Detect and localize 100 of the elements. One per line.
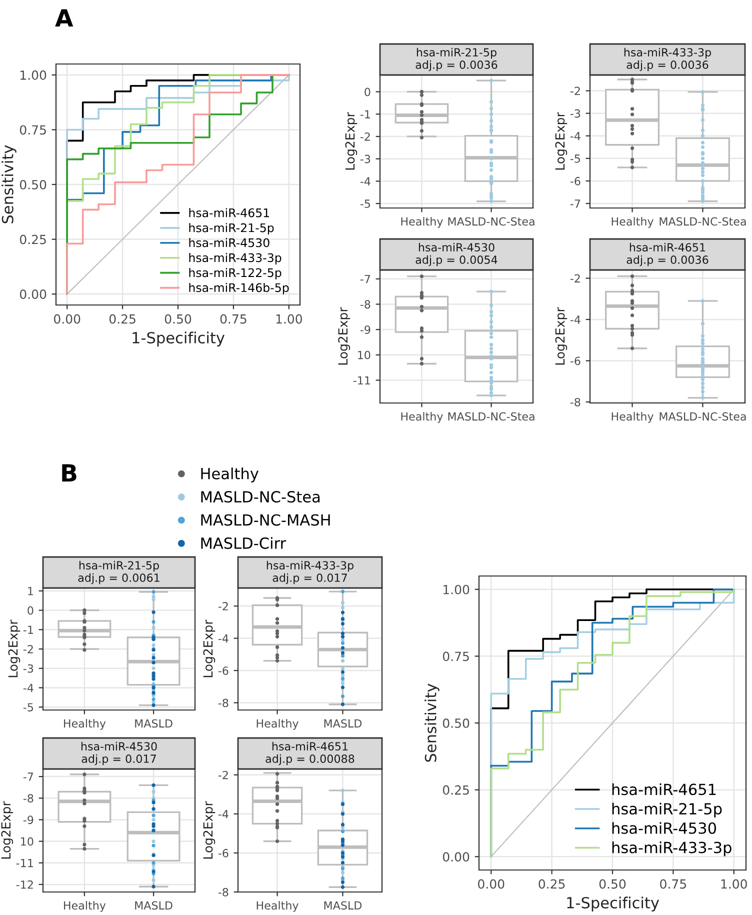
chart-subtitle: adj.p = 0.0036 bbox=[626, 60, 708, 72]
y-tick-label: -6 bbox=[570, 176, 580, 186]
y-tick-label: 0.75 bbox=[20, 125, 46, 135]
y-tick-label: -8 bbox=[570, 398, 580, 406]
chart-title: hsa-miR-4530 bbox=[418, 242, 494, 252]
chart-subtitle: adj.p = 0.00088 bbox=[266, 754, 354, 766]
text: A bbox=[55, 9, 74, 27]
legend-label: hsa-miR-21-5p bbox=[189, 223, 274, 235]
legend-label: hsa-miR-146b-5p bbox=[189, 282, 289, 294]
y-axis-title: Log2Expr bbox=[1, 801, 14, 859]
chart-subtitle: adj.p = 0.017 bbox=[272, 573, 347, 584]
y-tick-label: -2 bbox=[360, 132, 370, 141]
y-tick-label: 10 bbox=[21, 837, 34, 846]
chart-title: hsa-miR-4651 bbox=[630, 242, 706, 252]
x-axis-title: 1-Specificity bbox=[132, 332, 225, 346]
y-tick-label: -4 bbox=[218, 810, 228, 818]
y-tick-label: 0.25 bbox=[442, 785, 469, 795]
chart-subtitle: adj.p = 0.0061 bbox=[78, 573, 160, 584]
y-tick-label: -3 bbox=[360, 154, 370, 164]
x-tick-label: 1.00 bbox=[276, 314, 302, 324]
legend-label: MASLD-NC-Stea bbox=[201, 491, 320, 503]
y-tick-label: 1 bbox=[28, 587, 33, 596]
y-tick-label: -4 bbox=[360, 177, 370, 186]
y-axis-title: Log2Expr bbox=[338, 307, 350, 365]
y-tick-label: -8 bbox=[218, 698, 228, 708]
x-tick-label: MASLD-NC-Stea bbox=[660, 217, 746, 226]
x-tick-label: Healthy bbox=[612, 412, 654, 423]
y-tick-label: -3 bbox=[570, 109, 580, 118]
x-tick-label: MASLD-NC-Stea bbox=[448, 412, 534, 421]
text: B bbox=[62, 464, 76, 482]
y-tick-label: 10 bbox=[358, 350, 370, 360]
y-axis-title: Sensitivity bbox=[2, 145, 16, 224]
y-axis-title: Log2Expr bbox=[345, 112, 358, 170]
x-tick-label: 0.50 bbox=[599, 879, 626, 889]
x-tick-label: 1.00 bbox=[721, 879, 747, 889]
x-tick-label: MASLD bbox=[324, 901, 362, 910]
y-axis-title: Log2Expr bbox=[555, 307, 568, 365]
legend-label: hsa-miR-433-3p bbox=[612, 841, 732, 856]
y-tick-label: -5 bbox=[23, 703, 33, 712]
y-axis-title: Sensitivity bbox=[424, 684, 440, 762]
y-tick-label: -7 bbox=[360, 274, 370, 284]
y-axis-title: Log2Expr bbox=[203, 801, 216, 859]
y-tick-label: 0.50 bbox=[20, 180, 46, 190]
x-tick-label: 0.75 bbox=[660, 879, 686, 889]
legend-label: hsa-miR-4530 bbox=[612, 822, 716, 834]
y-tick-label: -4 bbox=[570, 316, 580, 324]
x-tick-label: Healthy bbox=[401, 217, 443, 228]
y-tick-label: -9 bbox=[23, 816, 34, 824]
x-tick-label: MASLD-NC-Stea bbox=[448, 217, 534, 226]
x-tick-label: Healthy bbox=[64, 719, 106, 730]
y-tick-label: -8 bbox=[360, 300, 370, 309]
y-tick-label: -11 bbox=[16, 858, 33, 868]
x-tick-label: 0.00 bbox=[54, 314, 80, 324]
y-axis-title: Log2Expr bbox=[203, 620, 216, 678]
y-tick-label: -6 bbox=[570, 356, 580, 366]
y-axis-title: Log2Expr bbox=[555, 112, 568, 170]
y-tick-label: 1.00 bbox=[20, 70, 46, 80]
y-tick-label: -7 bbox=[23, 772, 34, 781]
x-tick-label: Healthy bbox=[256, 901, 298, 912]
legend-label: MASLD-Cirr bbox=[201, 537, 286, 549]
y-tick-label: -5 bbox=[570, 154, 580, 163]
y-tick-label: -4 bbox=[23, 684, 34, 692]
chart-title: hsa-miR-4651 bbox=[272, 742, 348, 751]
y-tick-label: 0.00 bbox=[442, 852, 470, 862]
y-tick-label: -4 bbox=[570, 132, 580, 140]
legend-label: hsa-miR-4530 bbox=[189, 238, 270, 248]
x-tick-label: 0.50 bbox=[164, 314, 192, 324]
x-tick-label: MASLD bbox=[324, 719, 362, 728]
y-tick-label: -8 bbox=[218, 888, 228, 896]
x-tick-label: Healthy bbox=[612, 217, 654, 228]
y-tick-label: 0.75 bbox=[442, 652, 469, 662]
y-tick-label: -9 bbox=[360, 326, 370, 334]
chart-title: hsa-miR-4530 bbox=[81, 742, 157, 751]
x-tick-label: MASLD bbox=[135, 719, 172, 728]
chart-title: hsa-miR-433-3p bbox=[624, 48, 711, 59]
legend-label: hsa-miR-21-5p bbox=[612, 802, 722, 818]
legend-label: hsa-miR-4651 bbox=[189, 208, 270, 218]
chart-subtitle: adj.p = 0.017 bbox=[82, 754, 156, 766]
y-tick-label: 1.00 bbox=[444, 584, 470, 594]
x-tick-label: Healthy bbox=[256, 719, 298, 730]
x-tick-label: 0.25 bbox=[538, 879, 565, 889]
y-axis-title: Log2Expr bbox=[8, 620, 20, 678]
x-tick-label: MASLD bbox=[135, 901, 172, 910]
x-tick-label: Healthy bbox=[401, 412, 443, 423]
y-tick-label: -2 bbox=[218, 602, 228, 610]
y-tick-label: -7 bbox=[570, 200, 580, 208]
y-tick-label: -3 bbox=[23, 664, 34, 673]
y-tick-label: -1 bbox=[23, 626, 33, 634]
y-tick-label: -11 bbox=[353, 376, 370, 384]
x-tick-label: MASLD-NC-Stea bbox=[660, 412, 746, 421]
chart-subtitle: adj.p = 0.0036 bbox=[626, 255, 708, 266]
y-tick-label: -2 bbox=[23, 644, 33, 654]
y-tick-label: -6 bbox=[218, 848, 228, 858]
legend-label: hsa-miR-122-5p bbox=[189, 268, 282, 280]
y-tick-label: -6 bbox=[218, 666, 228, 675]
legend-label: hsa-miR-433-3p bbox=[189, 253, 282, 264]
x-tick-label: 0.25 bbox=[109, 314, 136, 324]
legend-label: Healthy bbox=[201, 468, 259, 482]
y-tick-label: -12 bbox=[16, 880, 33, 889]
y-tick-label: 0 bbox=[28, 606, 34, 615]
